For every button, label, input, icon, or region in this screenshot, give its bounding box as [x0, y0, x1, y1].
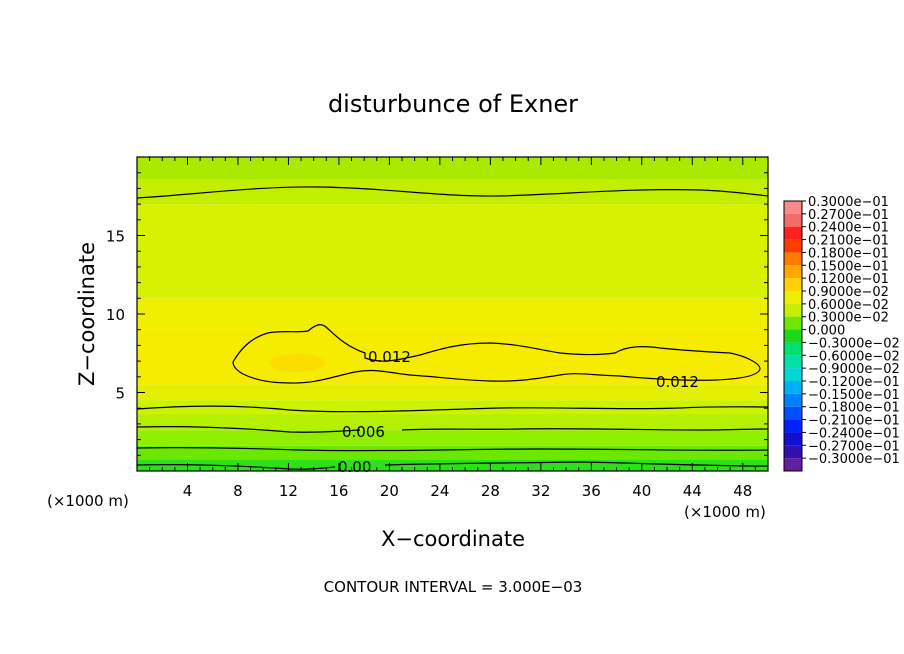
x-tick-label: 20	[380, 482, 399, 500]
x-tick-label: 28	[481, 482, 500, 500]
colorbar-label: −0.1500e−01	[808, 388, 900, 403]
y-tick-label: 10	[106, 306, 125, 324]
contour-lines	[136, 186, 769, 470]
contour-012	[232, 324, 761, 384]
y-tick-label: 5	[115, 385, 125, 403]
colorbar-label: 0.2400e−01	[808, 221, 889, 236]
colorbar-swatch	[784, 303, 802, 317]
axis-ticks	[136, 156, 769, 472]
colorbar-swatch	[784, 419, 802, 433]
colorbar-label: −0.1800e−01	[808, 401, 900, 416]
contour-label: 0.00	[338, 458, 371, 476]
y-axis-label: Z−coordinate	[75, 242, 99, 386]
contour-label: 0.006	[342, 423, 385, 441]
x-tick-label: 16	[329, 482, 348, 500]
colorbar-swatch	[784, 355, 802, 369]
field-band	[137, 298, 768, 330]
x-tick-label: 8	[233, 482, 243, 500]
colorbar-label: 0.3000e−01	[808, 195, 889, 210]
x-tick-label: 40	[632, 482, 651, 500]
x-tick-label: 36	[582, 482, 601, 500]
field-band	[137, 384, 768, 401]
contour-low	[136, 447, 769, 452]
contour-mid	[136, 405, 769, 413]
colorbar-label: −0.2100e−01	[808, 414, 900, 429]
plot-area: 0.012 0.012 0.006 0.00	[136, 156, 769, 476]
field-band	[137, 157, 768, 179]
colorbar-swatch	[784, 278, 802, 291]
field-band	[137, 178, 768, 205]
colorbar-label: 0.6000e−02	[808, 298, 889, 313]
colorbar-swatch	[784, 432, 802, 446]
colorbar-swatch	[784, 201, 802, 214]
contour-upper	[136, 186, 769, 199]
x-tick-label: 48	[733, 482, 752, 500]
colorbar-swatch	[784, 406, 802, 420]
x-axis-label: X−coordinate	[381, 527, 525, 551]
colorbar-swatch	[784, 213, 802, 227]
colorbar-label: −0.9000e−02	[808, 362, 900, 377]
colorbar-swatch	[784, 329, 802, 343]
colorbar: 0.3000e−010.2700e−010.2400e−010.2100e−01…	[783, 195, 900, 472]
colorbar-swatch	[784, 226, 802, 240]
colorbar-label: −0.3000e−01	[808, 452, 900, 467]
field-band	[137, 400, 768, 415]
colorbar-label: 0.1200e−01	[808, 272, 889, 287]
colorbar-label: 0.1500e−01	[808, 259, 889, 274]
colorbar-label: 0.000	[808, 324, 845, 339]
chart-title: disturbunce of Exner	[328, 90, 578, 118]
colorbar-label: 0.9000e−02	[808, 285, 889, 300]
x-unit-right: (×1000 m)	[684, 503, 766, 521]
colorbar-swatch	[784, 445, 802, 459]
colorbar-label: 0.1800e−01	[808, 246, 889, 261]
colorbar-frame	[783, 200, 803, 472]
colorbar-swatch	[784, 342, 802, 356]
contour-interval-note: CONTOUR INTERVAL = 3.000E−03	[324, 578, 583, 596]
colorbar-label: −0.2700e−01	[808, 439, 900, 454]
x-tick-label: 44	[683, 482, 702, 500]
colorbar-label: −0.1200e−01	[808, 375, 900, 390]
x-tick-label: 24	[430, 482, 449, 500]
colorbar-swatch	[784, 239, 802, 253]
colorbar-label: 0.2700e−01	[808, 208, 889, 223]
colorbar-swatch	[784, 381, 802, 394]
x-tick-label: 12	[279, 482, 298, 500]
colorbar-swatch	[784, 393, 802, 407]
colorbar-swatch	[784, 458, 802, 471]
field-band	[137, 204, 768, 299]
contour-00	[136, 461, 769, 470]
colorbar-label: 0.2100e−01	[808, 234, 889, 249]
y-tick-label: 15	[106, 228, 125, 246]
field-band	[137, 430, 768, 446]
colorbar-swatch	[784, 316, 802, 330]
x-tick-label: 4	[183, 482, 193, 500]
field-band	[137, 414, 768, 431]
colorbar-label: −0.2400e−01	[808, 426, 900, 441]
colorbar-swatch	[784, 368, 802, 381]
contour-label: 0.012	[656, 373, 699, 391]
colorbar-swatch	[784, 252, 802, 266]
colorbar-label: −0.3000e−02	[808, 336, 900, 351]
colorbar-label: 0.3000e−02	[808, 311, 889, 326]
x-unit-left: (×1000 m)	[47, 492, 129, 510]
field-band	[137, 329, 768, 385]
x-tick-label: 32	[531, 482, 550, 500]
contour-label: 0.012	[368, 348, 411, 366]
colorbar-swatch	[784, 265, 802, 279]
contour-006	[136, 426, 769, 433]
field-bands	[137, 157, 768, 471]
colorbar-label: −0.6000e−02	[808, 349, 900, 364]
field-band	[137, 460, 768, 471]
colorbar-swatch	[784, 291, 802, 304]
max-core	[269, 354, 325, 372]
